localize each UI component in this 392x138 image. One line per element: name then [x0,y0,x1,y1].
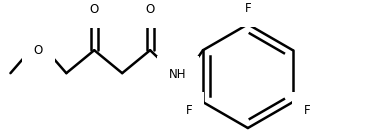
Text: NH: NH [169,68,187,81]
Text: F: F [303,104,310,117]
Text: O: O [90,3,99,16]
Text: F: F [245,2,251,15]
Text: O: O [145,3,155,16]
Text: O: O [34,44,43,57]
Text: F: F [186,104,192,117]
